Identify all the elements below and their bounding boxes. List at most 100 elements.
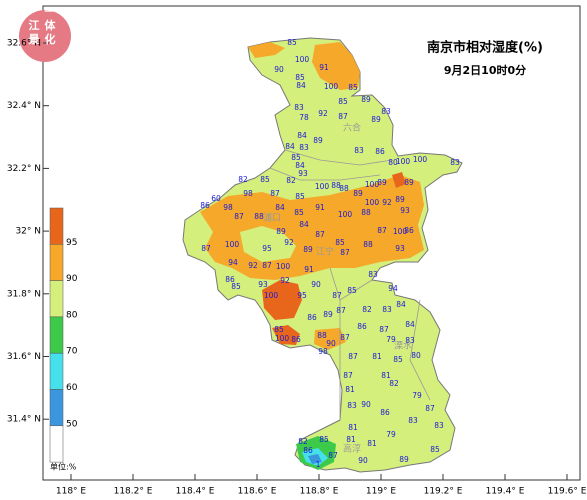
legend-unit: 单位:% bbox=[50, 462, 77, 472]
station-value: 86 bbox=[357, 322, 367, 331]
station-value: 86 bbox=[404, 226, 414, 235]
station-value: 87 bbox=[332, 291, 342, 300]
humid-area bbox=[240, 226, 296, 262]
station-value: 81 bbox=[348, 423, 358, 432]
station-value: 88 bbox=[339, 184, 349, 193]
lon-tick-label: 119° E bbox=[366, 487, 397, 497]
station-value: 85 bbox=[295, 73, 305, 82]
station-value: 90 bbox=[358, 456, 368, 465]
district-label: 江宁 bbox=[316, 246, 334, 258]
station-value: 94 bbox=[388, 284, 398, 293]
station-value: 100 bbox=[413, 155, 428, 164]
logo-char: 景 bbox=[28, 33, 40, 46]
station-value: 95 bbox=[297, 291, 307, 300]
station-value: 89 bbox=[303, 245, 313, 254]
station-value: 89 bbox=[404, 178, 414, 187]
station-value: 89 bbox=[323, 310, 333, 319]
station-value: 85 bbox=[231, 282, 241, 291]
region bbox=[182, 37, 463, 473]
station-value: 85 bbox=[335, 238, 345, 247]
district-label: 六合 bbox=[343, 122, 361, 134]
legend-label: 90 bbox=[66, 274, 78, 284]
logo-char: 化 bbox=[45, 32, 56, 46]
legend-swatch bbox=[49, 389, 64, 427]
station-value: 85 bbox=[319, 435, 329, 444]
humid-area bbox=[272, 325, 300, 345]
station-value: 88 bbox=[363, 240, 373, 249]
station-value: 82 bbox=[286, 176, 296, 185]
station-value: 85 bbox=[430, 445, 440, 454]
station-value: 91 bbox=[304, 265, 314, 274]
station-value: 82 bbox=[298, 437, 308, 446]
station-value: 90 bbox=[311, 280, 321, 289]
station-value: 83 bbox=[347, 401, 357, 410]
station-value: 87 bbox=[340, 248, 350, 257]
station-value: 88 bbox=[317, 331, 327, 340]
legend-label: 70 bbox=[66, 347, 78, 357]
humid-area bbox=[308, 454, 322, 464]
logo-char: 江 bbox=[29, 18, 40, 32]
station-value: 93 bbox=[400, 206, 410, 215]
lat-tick-label: 32.2° N bbox=[7, 164, 41, 174]
station-value: 90 bbox=[274, 65, 284, 74]
station-value: 87 bbox=[234, 212, 244, 221]
station-value: 90 bbox=[361, 400, 371, 409]
lat-tick-label: 32° N bbox=[15, 227, 41, 237]
station-value: 83 bbox=[368, 270, 378, 279]
logo-char: 体 bbox=[45, 18, 57, 32]
border bbox=[269, 149, 431, 420]
lon-tick-label: 119.6° E bbox=[548, 487, 587, 497]
district-label: 高淳 bbox=[343, 443, 361, 455]
station-value: 87 bbox=[340, 333, 350, 342]
legend-label: 80 bbox=[66, 310, 78, 320]
station-value: 86 bbox=[303, 446, 313, 455]
lat-tick-label: 32.6° N bbox=[7, 39, 41, 49]
station-value: 81 bbox=[346, 435, 356, 444]
station-value: 80 bbox=[411, 351, 421, 360]
station-value: 83 bbox=[299, 143, 309, 152]
station-value: 88 bbox=[361, 208, 371, 217]
station-value: 84 bbox=[296, 81, 306, 90]
station-value: 84 bbox=[299, 220, 309, 229]
station-value: 86 bbox=[307, 313, 317, 322]
lon-tick-label: 118.4° E bbox=[176, 487, 215, 497]
logo-badge bbox=[19, 10, 71, 62]
station-value: 93 bbox=[258, 280, 268, 289]
station-value: 82 bbox=[362, 305, 372, 314]
station-value: 87 bbox=[270, 189, 280, 198]
legend-label: 95 bbox=[66, 238, 77, 248]
district-label: 溧水 bbox=[394, 340, 412, 352]
station-value: 85 bbox=[287, 38, 297, 47]
station-value: 84 bbox=[405, 320, 415, 329]
station-value: 87 bbox=[379, 325, 389, 334]
station-value: 86 bbox=[375, 147, 385, 156]
station-value: 85 bbox=[274, 325, 284, 334]
legend-swatch bbox=[49, 316, 64, 354]
station-value: 89 bbox=[361, 95, 371, 104]
station-value: 93 bbox=[395, 244, 405, 253]
station-value: 100 bbox=[264, 291, 279, 300]
lat-tick-label: 31.4° N bbox=[7, 415, 41, 425]
station-value: 83 bbox=[382, 305, 392, 314]
station-value: 84 bbox=[275, 203, 285, 212]
station-value: 84 bbox=[295, 161, 305, 170]
station-value: 85 bbox=[347, 286, 357, 295]
station-value: 88 bbox=[254, 212, 264, 221]
station-value: 87 bbox=[338, 112, 348, 121]
lon-tick-label: 118° E bbox=[56, 487, 87, 497]
station-value: 100 bbox=[393, 227, 408, 236]
station-value: 86 bbox=[200, 201, 210, 210]
lon-tick-label: 119.4° E bbox=[486, 487, 525, 497]
station-value: 86 bbox=[291, 335, 301, 344]
humid-area bbox=[262, 280, 302, 320]
station-value: 82 bbox=[389, 379, 399, 388]
station-value: 83 bbox=[408, 416, 418, 425]
station-value: 98 bbox=[223, 203, 233, 212]
station-value: 87 bbox=[343, 371, 353, 380]
station-value: 92 bbox=[382, 198, 392, 207]
station-value: 92 bbox=[318, 109, 328, 118]
humid-area bbox=[392, 172, 406, 188]
legend-swatch bbox=[49, 425, 64, 463]
legend-label: 50 bbox=[66, 419, 78, 429]
